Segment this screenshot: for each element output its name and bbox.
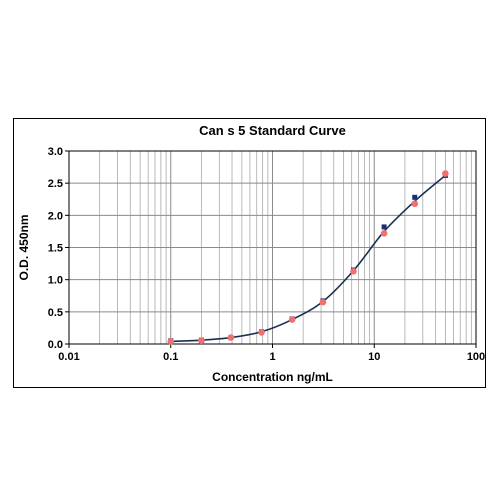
chart-title: Can s 5 Standard Curve — [199, 123, 346, 138]
data-point-circle — [442, 170, 449, 177]
data-point-square — [381, 224, 387, 230]
data-point-circle — [411, 200, 419, 208]
y-tick-label: 2.0 — [48, 210, 63, 222]
chart-frame: 0.01 0.1 1 10 100 0.0 0.5 1.0 1.5 2.0 2.5 3.0 Can s … — [13, 118, 486, 388]
data-point-circle — [198, 337, 205, 345]
x-tick-label: 100 — [467, 351, 485, 363]
series-2 — [167, 170, 449, 345]
data-point-circle — [350, 268, 357, 275]
data-point-circle — [167, 338, 175, 345]
y-axis-label: O.D. 450nm — [17, 214, 31, 280]
y-tick-label: 1.5 — [48, 243, 63, 255]
x-tick-label: 0.1 — [163, 351, 178, 363]
fit-curve — [170, 174, 446, 343]
data-point-circle — [288, 316, 296, 323]
data-point-circle — [258, 329, 265, 336]
data-point-square — [412, 194, 418, 200]
y-tick-label: 1.0 — [48, 275, 63, 287]
y-tick-label: 3.0 — [48, 146, 63, 158]
data-point-circle — [380, 230, 388, 237]
chart-svg: 0.01 0.1 1 10 100 0.0 0.5 1.0 1.5 2.0 2.5 3.0 Can s … — [17, 123, 485, 384]
grid — [68, 150, 477, 345]
data-point-circle — [227, 334, 235, 341]
x-tick-label: 1 — [269, 351, 275, 363]
data-point-circle — [319, 298, 327, 306]
x-tick-label: 0.01 — [58, 351, 79, 363]
y-tick-label: 0.5 — [48, 307, 63, 319]
x-tick-label: 10 — [368, 351, 380, 363]
x-axis-label: Concentration ng/mL — [212, 370, 333, 384]
series-1 — [168, 172, 448, 344]
y-tick-label: 2.5 — [48, 178, 63, 190]
y-tick-label: 0.0 — [48, 339, 63, 351]
